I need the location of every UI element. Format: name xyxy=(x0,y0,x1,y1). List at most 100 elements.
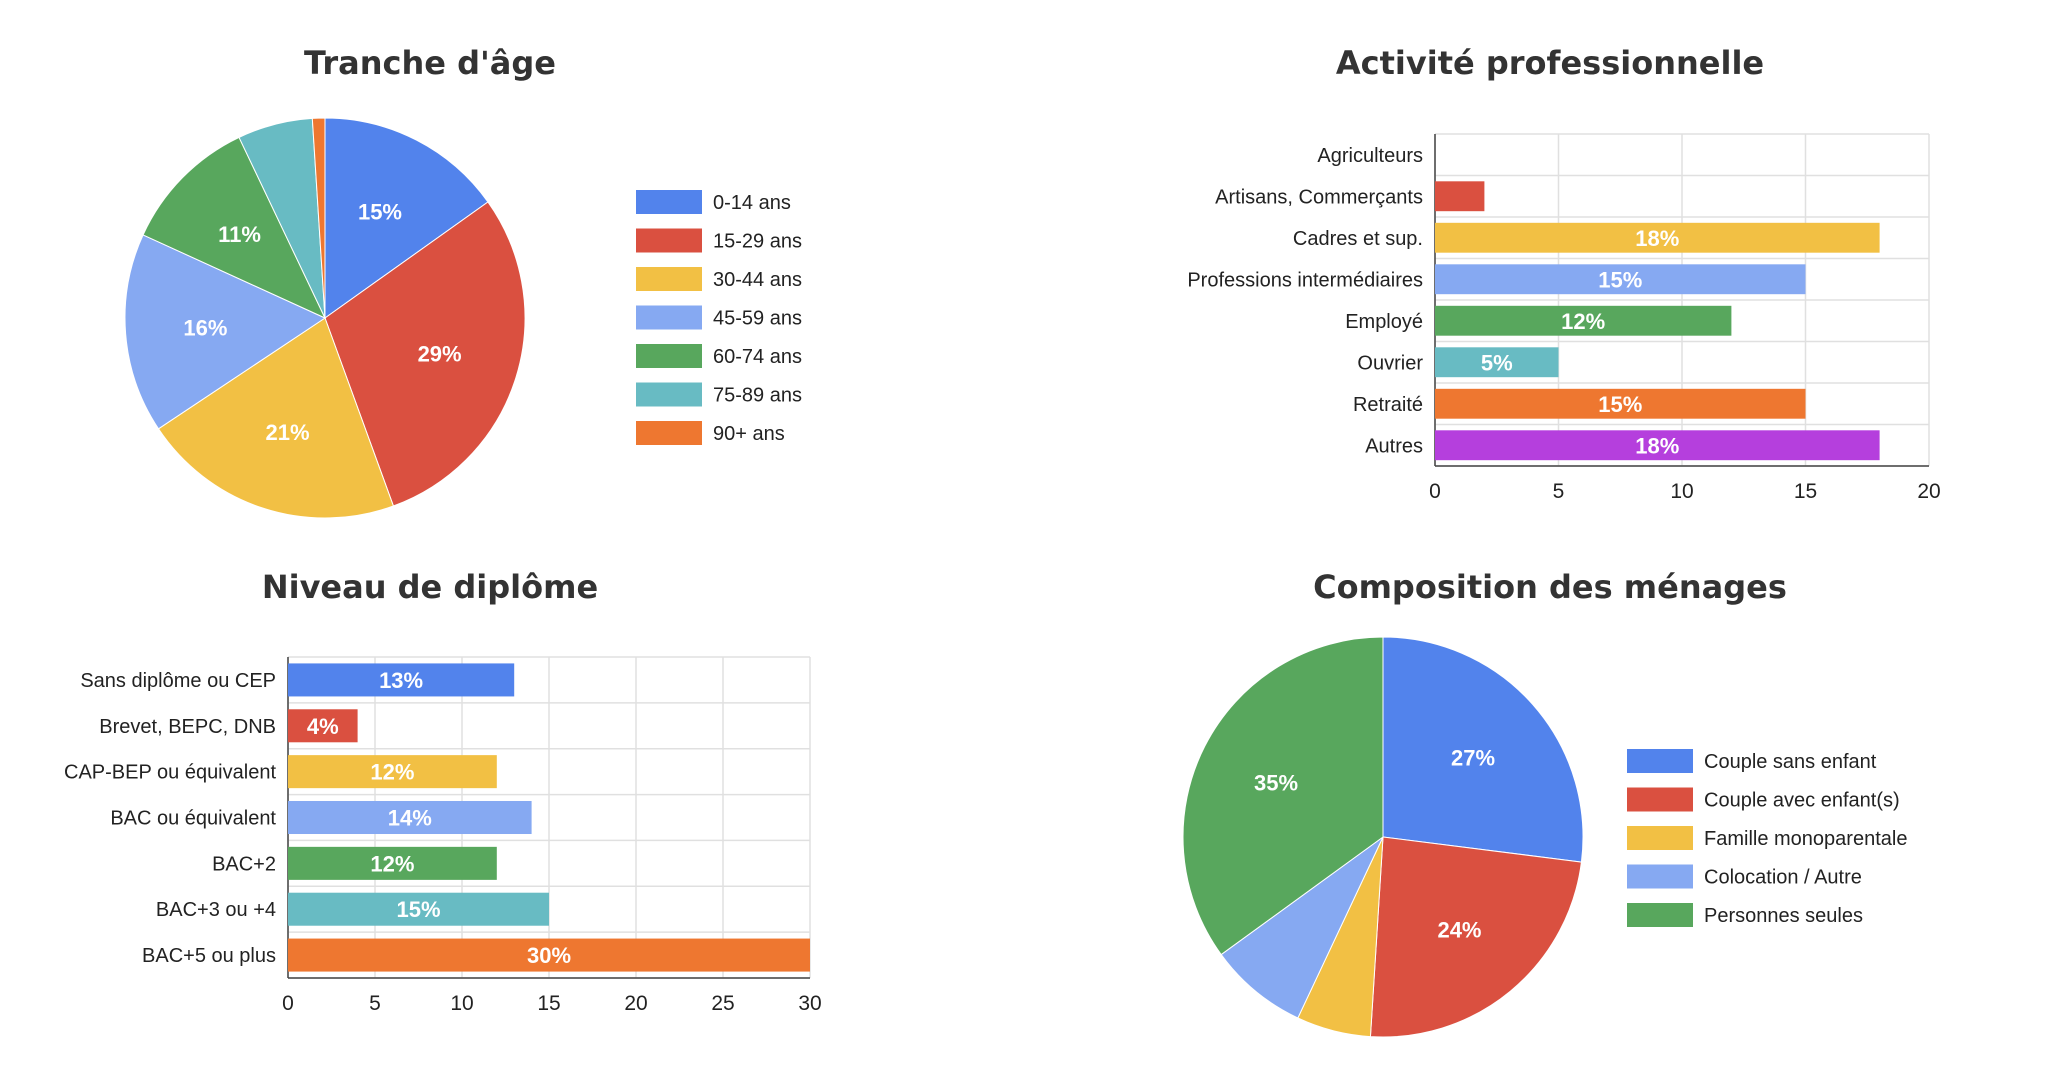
diploma-bar-bac-3-ou-4 xyxy=(288,892,549,926)
household-slice-label: 24% xyxy=(1437,917,1481,942)
age-slice-90-ans xyxy=(311,117,326,319)
age-legend-swatch xyxy=(636,421,702,445)
activity-bar-ouvrier xyxy=(1435,347,1559,378)
household-legend-swatch xyxy=(1627,864,1693,889)
activity-x-tick-label: 0 xyxy=(1429,480,1441,503)
activity-bar-artisans-commercants xyxy=(1435,181,1485,212)
household-slice-colocation-autre xyxy=(1220,836,1384,1019)
activity-category-label: Ouvrier xyxy=(1357,352,1423,374)
activity-bar-employe xyxy=(1435,305,1732,336)
activity-category-label: Autres xyxy=(1365,435,1423,457)
diploma-bar-label: 13% xyxy=(379,668,423,693)
activity-bar-label: 18% xyxy=(1635,433,1679,458)
age-slice-label: 11% xyxy=(218,222,261,247)
activity-bar-label: 15% xyxy=(1598,267,1642,292)
diploma-bar-label: 14% xyxy=(388,806,432,831)
household-slice-couple-sans-enfant xyxy=(1382,636,1584,863)
activity-category-label: Agriculteurs xyxy=(1317,145,1423,167)
diploma-category-label: Sans diplôme ou CEP xyxy=(80,670,276,692)
diploma-bar-label: 15% xyxy=(396,897,440,922)
diploma-bar-label: 4% xyxy=(307,714,339,739)
diploma-x-tick-label: 0 xyxy=(282,992,294,1015)
household-slice-label: 35% xyxy=(1254,771,1298,796)
household-legend-swatch xyxy=(1627,903,1693,927)
activity-x-tick-label: 5 xyxy=(1553,480,1565,503)
age-legend-label: 15-29 ans xyxy=(713,231,802,253)
age-legend-swatch xyxy=(636,228,702,253)
diploma-bar-cap-bep-ou-equivalent xyxy=(288,755,497,789)
activity-bar-cadres-et-sup xyxy=(1435,222,1880,253)
activity-bar-retraite xyxy=(1435,388,1806,419)
activity-chart-panel: Activité professionnelle 0 5 10 15 20 Agricul… xyxy=(1100,0,2059,540)
age-legend-swatch xyxy=(636,190,702,214)
age-legend-label: 75-89 ans xyxy=(713,385,802,407)
activity-bar-label: 18% xyxy=(1635,226,1679,251)
diploma-category-label: BAC+2 xyxy=(212,853,276,875)
activity-bar-professions-intermediaires xyxy=(1435,264,1806,295)
diploma-bar-label: 30% xyxy=(527,943,571,968)
activity-category-label: Professions intermédiaires xyxy=(1187,269,1423,291)
diploma-chart-title: Niveau de diplôme xyxy=(261,568,599,606)
age-legend-swatch xyxy=(636,344,702,368)
diploma-category-label: BAC+3 ou +4 xyxy=(156,899,276,921)
age-slice-60-74-ans xyxy=(142,136,327,320)
activity-bar-autres xyxy=(1435,430,1880,461)
age-legend-label: 60-74 ans xyxy=(713,346,802,368)
age-slice-label: 21% xyxy=(266,420,310,445)
age-legend-label: 45-59 ans xyxy=(713,308,802,330)
activity-bar-label: 5% xyxy=(1481,350,1513,375)
household-legend-label: Couple avec enfant(s) xyxy=(1704,790,1900,812)
household-legend-swatch xyxy=(1627,787,1693,812)
activity-x-tick-label: 10 xyxy=(1670,480,1693,503)
activity-x-tick-label: 15 xyxy=(1794,480,1817,503)
diploma-bar-label: 12% xyxy=(370,760,414,785)
diploma-x-tick-label: 5 xyxy=(369,992,381,1015)
age-slice-label: 16% xyxy=(183,316,227,341)
age-pie-chart: 15% 29% 21% 16% 11% 0-14 ans 15-29 ans 30-44 an… xyxy=(124,117,802,519)
diploma-category-label: BAC ou équivalent xyxy=(110,808,276,830)
age-slice-0-14-ans xyxy=(324,117,489,319)
diploma-category-label: CAP-BEP ou équivalent xyxy=(64,762,276,784)
diploma-bar-bac-5-ou-plus xyxy=(288,938,810,972)
age-legend-swatch xyxy=(636,382,702,407)
diploma-chart-panel: Niveau de diplôme 0 5 10 15 20 25 30 Sans diplô… xyxy=(0,540,860,1069)
diploma-bar-sans-diplome-ou-cep xyxy=(288,663,515,697)
household-slice-label: 27% xyxy=(1451,746,1495,771)
diploma-bar-brevet-bepc-dnb xyxy=(288,709,358,743)
household-legend-swatch xyxy=(1627,749,1693,773)
age-legend-label: 90+ ans xyxy=(713,423,785,445)
diploma-bar-bac-ou-equivalent xyxy=(288,800,532,835)
household-legend-label: Famille monoparentale xyxy=(1704,828,1907,850)
household-slice-couple-avec-enfant-s xyxy=(1369,836,1582,1038)
household-legend-label: Personnes seules xyxy=(1704,905,1863,927)
household-chart-panel: Composition des ménages 27% 24% 35% Couple … xyxy=(1100,540,2059,1069)
diploma-category-label: BAC+5 ou plus xyxy=(142,945,276,967)
household-slice-personnes-seules xyxy=(1182,636,1384,956)
age-chart-panel: Tranche d'âge 15% 29% 21% 16% 11% 0-14 ans 15-… xyxy=(0,0,860,540)
activity-bar-label: 15% xyxy=(1598,392,1642,417)
age-slice-label: 29% xyxy=(418,342,462,367)
diploma-x-tick-label: 30 xyxy=(798,992,821,1015)
diploma-bar-bac-2 xyxy=(288,846,497,880)
diploma-category-label: Brevet, BEPC, DNB xyxy=(99,716,276,738)
age-slice-label: 15% xyxy=(358,199,402,224)
diploma-x-tick-label: 20 xyxy=(624,992,647,1015)
activity-chart-title: Activité professionnelle xyxy=(1335,44,1765,82)
household-chart-title: Composition des ménages xyxy=(1313,568,1787,606)
diploma-x-tick-label: 15 xyxy=(537,992,560,1015)
diploma-bar-chart: 0 5 10 15 20 25 30 Sans diplôme ou CEP 13% Brevet… xyxy=(64,656,822,1015)
diploma-x-tick-label: 25 xyxy=(711,992,734,1015)
activity-x-tick-label: 20 xyxy=(1917,480,1940,503)
activity-bar-label: 12% xyxy=(1561,309,1605,334)
age-slice-30-44-ans xyxy=(157,317,395,519)
diploma-bar-label: 12% xyxy=(370,851,414,876)
activity-category-label: Retraité xyxy=(1353,394,1423,416)
age-slice-15-29-ans xyxy=(324,201,526,507)
age-legend-swatch xyxy=(636,267,702,291)
household-legend-label: Colocation / Autre xyxy=(1704,867,1862,889)
household-pie-chart: 27% 24% 35% Couple sans enfant Couple avec e… xyxy=(1182,636,1907,1038)
activity-category-label: Employé xyxy=(1345,311,1423,333)
age-legend-swatch xyxy=(636,305,702,330)
activity-category-label: Cadres et sup. xyxy=(1293,228,1423,250)
age-chart-title: Tranche d'âge xyxy=(304,44,556,82)
